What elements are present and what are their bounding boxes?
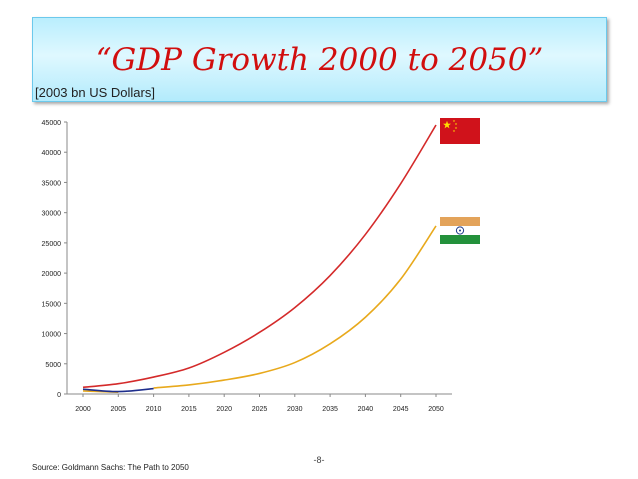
y-tick-label: 10000 bbox=[42, 332, 62, 339]
title-banner: “GDP Growth 2000 to 2050” [2003 bn US Do… bbox=[32, 17, 607, 102]
x-tick-label: 2020 bbox=[216, 406, 232, 413]
source-note: Source: Goldmann Sachs: The Path to 2050 bbox=[32, 463, 189, 472]
china-flag-star-icon bbox=[443, 120, 451, 129]
china-flag-icon bbox=[440, 118, 480, 144]
x-tick-label: 2000 bbox=[75, 406, 91, 413]
x-tick-label: 2035 bbox=[322, 406, 338, 413]
y-tick-label: 35000 bbox=[42, 180, 62, 187]
india-flag-icon bbox=[440, 217, 480, 226]
series-line-india bbox=[153, 225, 437, 389]
x-tick-label: 2045 bbox=[393, 406, 409, 413]
slide-subtitle: [2003 bn US Dollars] bbox=[35, 85, 155, 100]
ashoka-chakra-hub bbox=[459, 229, 461, 232]
x-tick-label: 2010 bbox=[146, 406, 162, 413]
x-tick-label: 2040 bbox=[358, 406, 374, 413]
series-line-china bbox=[82, 124, 437, 389]
x-tick-label: 2005 bbox=[111, 406, 127, 413]
china-flag-star-icon bbox=[452, 129, 456, 133]
y-tick-label: 20000 bbox=[42, 271, 62, 278]
y-tick-label: 5000 bbox=[45, 362, 61, 369]
slide-title: “GDP Growth 2000 to 2050” bbox=[95, 42, 544, 78]
x-tick-label: 2030 bbox=[287, 406, 303, 413]
x-tick-label: 2015 bbox=[181, 406, 197, 413]
series-line-other-2000-2010 bbox=[82, 387, 154, 393]
y-tick-label: 30000 bbox=[42, 211, 62, 218]
x-tick-label: 2025 bbox=[252, 406, 268, 413]
india-flag-green-band bbox=[440, 235, 480, 244]
y-tick-label: 0 bbox=[57, 392, 61, 399]
y-tick-label: 45000 bbox=[42, 120, 62, 127]
china-flag-star-icon bbox=[454, 122, 458, 126]
x-tick-label: 2050 bbox=[428, 406, 444, 413]
page-number: -8- bbox=[313, 455, 325, 465]
china-flag-star-icon bbox=[454, 126, 458, 130]
y-tick-label: 15000 bbox=[42, 301, 62, 308]
y-tick-label: 25000 bbox=[42, 241, 62, 248]
china-flag-star-icon bbox=[452, 119, 456, 123]
y-tick-label: 40000 bbox=[42, 150, 62, 157]
ashoka-chakra-icon bbox=[455, 226, 465, 235]
